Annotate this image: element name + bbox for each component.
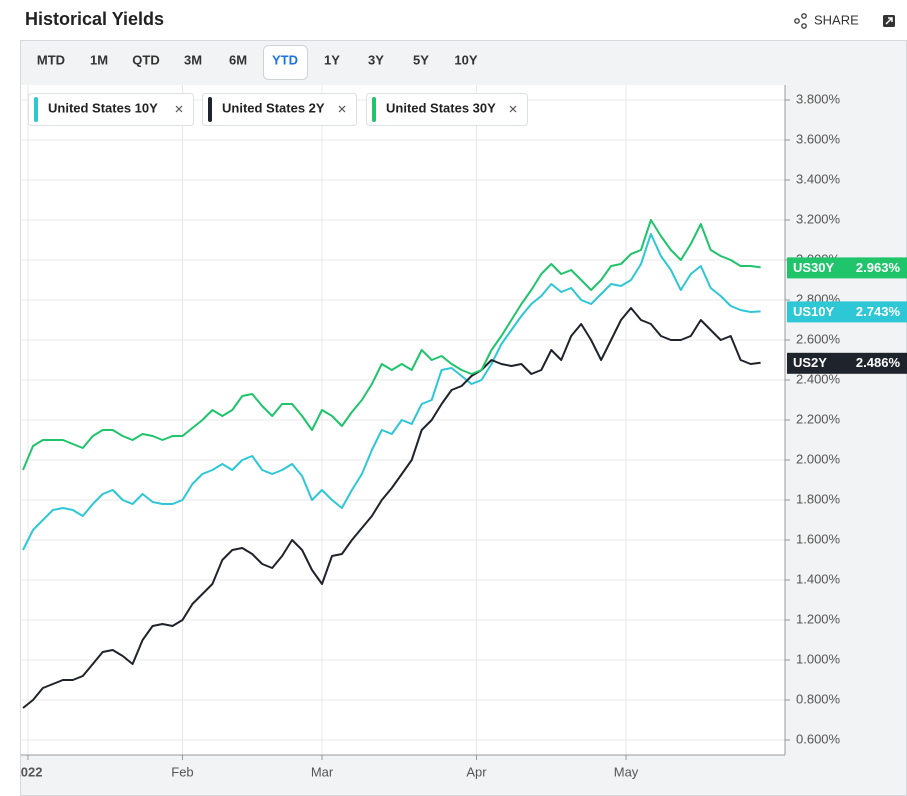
y-tick-label: 2.600% <box>796 331 841 346</box>
end-tag-value: 2.743% <box>856 304 901 319</box>
end-tag <box>787 301 907 323</box>
legend-swatch <box>208 97 212 122</box>
legend-remove[interactable] <box>509 105 517 113</box>
y-tick-label: 2.200% <box>796 411 841 426</box>
y-tick-label: 0.600% <box>796 731 841 746</box>
range-button[interactable]: 1M <box>90 52 108 67</box>
x-tick-label: Apr <box>466 764 487 779</box>
range-button[interactable]: QTD <box>132 52 159 67</box>
y-tick-label: 1.800% <box>796 491 841 506</box>
y-tick-label: 1.600% <box>796 531 841 546</box>
range-button[interactable]: 6M <box>229 52 247 67</box>
end-tag-ticker: US2Y <box>793 355 827 370</box>
expand-button[interactable] <box>883 15 895 27</box>
range-button[interactable]: 5Y <box>413 52 429 67</box>
x-tick-label: Feb <box>171 764 193 779</box>
y-tick-label: 3.600% <box>796 131 841 146</box>
series-line <box>22 219 761 471</box>
range-button[interactable]: 1Y <box>324 52 340 67</box>
y-tick-label: 3.200% <box>796 211 841 226</box>
x-tick-label: May <box>614 764 639 779</box>
range-button[interactable]: 10Y <box>454 52 477 67</box>
y-tick-label: 0.800% <box>796 691 841 706</box>
range-button[interactable]: 3Y <box>368 52 384 67</box>
y-tick-label: 2.400% <box>796 371 841 386</box>
y-tick-label: 2.000% <box>796 451 841 466</box>
end-tag-ticker: US10Y <box>793 304 835 319</box>
legend-label[interactable]: United States 2Y <box>222 100 325 115</box>
y-tick-label: 3.800% <box>796 91 841 106</box>
legend-chip[interactable] <box>202 93 357 126</box>
x-tick-label: 2022 <box>14 764 43 779</box>
y-tick-label: 1.000% <box>796 651 841 666</box>
legend-swatch <box>372 97 376 122</box>
end-tag <box>787 352 907 374</box>
share-label[interactable]: SHARE <box>814 12 859 27</box>
y-tick-label: 1.400% <box>796 571 841 586</box>
series-line <box>22 233 761 551</box>
legend-swatch <box>34 97 38 122</box>
range-button-active[interactable] <box>263 45 308 80</box>
end-tag-value: 2.963% <box>856 260 901 275</box>
series-line <box>22 307 761 709</box>
legend-label[interactable]: United States 10Y <box>48 100 158 115</box>
range-button[interactable]: 3M <box>184 52 202 67</box>
legend-chip[interactable] <box>366 93 528 126</box>
legend-label[interactable]: United States 30Y <box>386 100 496 115</box>
legend-chip[interactable] <box>28 93 194 126</box>
legend-remove[interactable] <box>338 105 346 113</box>
y-tick-label: 1.200% <box>796 611 841 626</box>
y-tick-label: 3.400% <box>796 171 841 186</box>
page-title: Historical Yields <box>25 9 164 29</box>
range-button[interactable]: MTD <box>37 52 65 67</box>
end-tag-value: 2.486% <box>856 355 901 370</box>
end-tag <box>787 257 907 279</box>
x-tick-label: Mar <box>311 764 334 779</box>
legend-remove[interactable] <box>175 105 183 113</box>
share-button[interactable]: SHARE <box>794 12 859 29</box>
range-button[interactable]: YTD <box>272 52 298 67</box>
x-labels: 2022 Feb Mar Apr May <box>14 764 639 779</box>
end-tag-ticker: US30Y <box>793 260 835 275</box>
